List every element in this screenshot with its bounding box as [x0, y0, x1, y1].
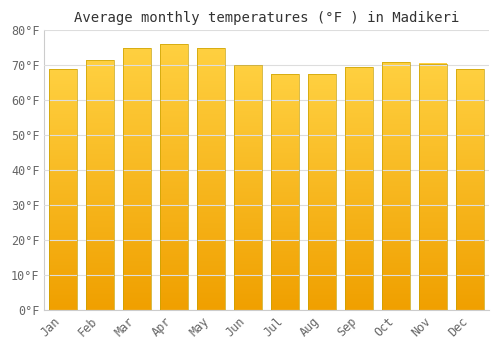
- Bar: [123, 48, 151, 310]
- Bar: [382, 62, 410, 310]
- Bar: [308, 74, 336, 310]
- Bar: [420, 64, 447, 310]
- Bar: [123, 48, 151, 310]
- Bar: [49, 69, 77, 310]
- Title: Average monthly temperatures (°F ) in Madikeri: Average monthly temperatures (°F ) in Ma…: [74, 11, 460, 25]
- Bar: [160, 44, 188, 310]
- Bar: [346, 67, 373, 310]
- Bar: [308, 74, 336, 310]
- Bar: [382, 62, 410, 310]
- Bar: [346, 67, 373, 310]
- Bar: [86, 60, 114, 310]
- Bar: [234, 65, 262, 310]
- Bar: [272, 74, 299, 310]
- Bar: [420, 64, 447, 310]
- Bar: [272, 74, 299, 310]
- Bar: [197, 48, 225, 310]
- Bar: [456, 69, 484, 310]
- Bar: [234, 65, 262, 310]
- Bar: [86, 60, 114, 310]
- Bar: [197, 48, 225, 310]
- Bar: [49, 69, 77, 310]
- Bar: [456, 69, 484, 310]
- Bar: [160, 44, 188, 310]
